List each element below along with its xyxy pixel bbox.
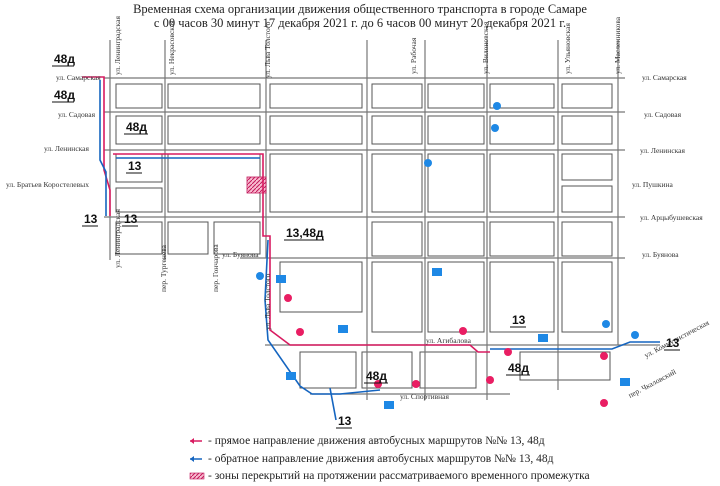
info-sign <box>493 102 501 110</box>
forward-route <box>82 76 490 353</box>
closure-zone <box>246 176 267 194</box>
direction-sign <box>286 372 296 380</box>
street-samarskaya-right: ул. Самарская <box>642 73 687 82</box>
title-line-1: Временная схема организации движения общ… <box>133 2 587 16</box>
street-goncharova: пер. Гончарова <box>211 244 220 292</box>
no-entry-sign <box>600 399 608 407</box>
no-entry-sign <box>296 328 304 336</box>
main-streets <box>104 40 660 400</box>
route-label-13-48d: 13,48д <box>286 226 324 240</box>
street-sadovaya-right: ул. Садовая <box>644 110 682 119</box>
direction-sign <box>538 334 548 342</box>
street-lva-tolstogo-top: ул. Льва Толстого <box>263 21 272 78</box>
direction-sign <box>432 268 442 276</box>
info-sign <box>424 159 432 167</box>
route-label-13: 13 <box>84 212 98 226</box>
route-label-13: 13 <box>666 336 680 350</box>
no-entry-sign <box>504 348 512 356</box>
direction-sign <box>338 325 348 333</box>
street-sadovaya-left: ул. Садовая <box>58 110 96 119</box>
street-rabochaya: ул. Рабочая <box>409 37 418 74</box>
direction-sign <box>384 401 394 409</box>
street-ulyanovskaya: ул. Ульяновская <box>563 23 572 74</box>
street-chkalovsky: пер. Чкаловский <box>627 367 678 400</box>
no-entry-sign <box>412 380 420 388</box>
street-agibalova: ул. Агибалова <box>426 336 472 345</box>
street-leningradskaya-bottom: ул. Ленинградская <box>113 209 122 268</box>
map-title: Временная схема организации движения общ… <box>0 2 720 30</box>
street-bratyev: ул. Братьев Коростелевых <box>6 180 89 189</box>
no-entry-sign <box>486 376 494 384</box>
backward-route <box>99 80 660 421</box>
route-label-13: 13 <box>128 159 142 173</box>
no-entry-sign <box>600 352 608 360</box>
no-entry-sign <box>459 327 467 335</box>
street-vilonovskaya: ул. Вилоновская <box>481 21 490 74</box>
street-artsybushevskaya: ул. Арцыбушевская <box>640 213 703 222</box>
street-leninskaya-left: ул. Ленинская <box>44 144 90 153</box>
street-leningradskaya-top: ул. Ленинградская <box>113 16 122 75</box>
route-label-48d: 48д <box>126 120 147 134</box>
title-line-2: с 00 часов 30 минут 17 декабря 2021 г. д… <box>153 16 567 30</box>
legend-closures: - зоны перекрытий на протяжении рассматр… <box>208 470 590 482</box>
route-label-13: 13 <box>512 313 526 327</box>
info-sign <box>491 124 499 132</box>
no-entry-sign <box>284 294 292 302</box>
street-buyanova-right: ул. Буянова <box>642 250 679 259</box>
street-lva-tolstogo-bottom: ул. Льва Толстого <box>263 273 272 330</box>
legend-forward: - прямое направление движения автобусных… <box>208 435 545 447</box>
no-entry-sign <box>374 380 382 388</box>
route-label-48d: 48д <box>54 52 75 66</box>
street-nekrasovskaya: ул. Некрасовская <box>167 20 176 75</box>
traffic-signs <box>256 102 639 409</box>
route-label-48d: 48д <box>508 361 529 375</box>
legend-backward: - обратное направление движения автобусн… <box>208 453 554 465</box>
street-turgeneva: пер. Тургенева <box>159 244 168 292</box>
street-maslennikova: ул. Масленникова <box>613 16 622 74</box>
street-sportivnaya: ул. Спортивная <box>400 392 450 401</box>
route-label-48d: 48д <box>366 369 387 383</box>
info-sign <box>602 320 610 328</box>
direction-sign <box>620 378 630 386</box>
street-leninskaya-right: ул. Ленинская <box>640 146 686 155</box>
street-buyanova-left: ул. Буянова <box>222 250 259 259</box>
route-label-48d: 48д <box>54 88 75 102</box>
route-label-13: 13 <box>124 212 138 226</box>
route-label-13: 13 <box>338 414 352 428</box>
info-sign <box>631 331 639 339</box>
street-samarskaya-left: ул. Самарская <box>56 73 101 82</box>
city-blocks <box>115 83 613 389</box>
legend-symbols <box>189 438 205 480</box>
street-pushkina: ул. Пушкина <box>632 180 674 189</box>
direction-sign <box>276 275 286 283</box>
info-sign <box>256 272 264 280</box>
